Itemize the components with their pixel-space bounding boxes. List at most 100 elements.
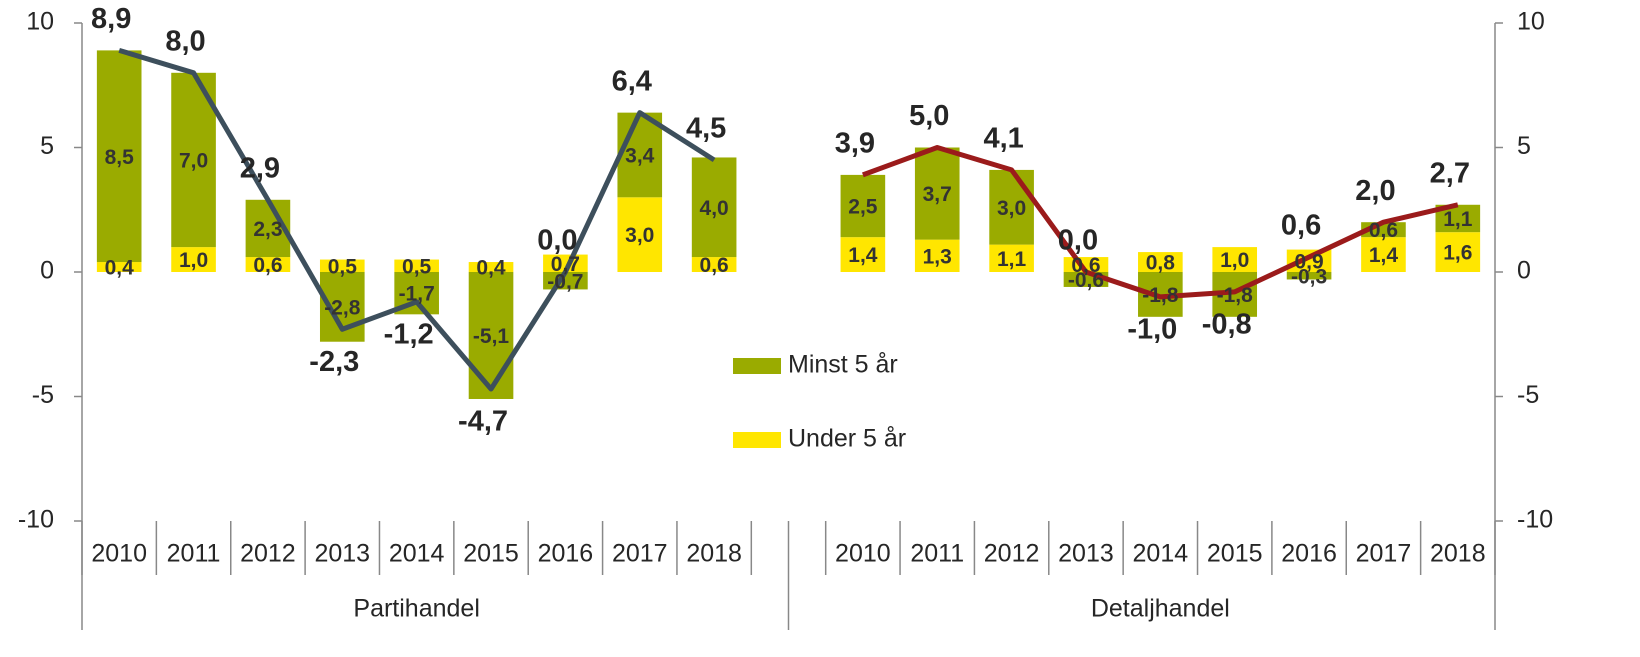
segment-label: 3,0 [997, 197, 1026, 220]
x-tick-label: 2016 [1281, 540, 1337, 568]
legend-swatch [733, 432, 781, 448]
total-label: 2,7 [1430, 157, 1470, 189]
x-tick-label: 2011 [167, 540, 221, 568]
bar-segment [1435, 232, 1481, 272]
total-label: 4,1 [983, 123, 1023, 155]
bar-segment [468, 262, 514, 272]
bar-segment [1212, 247, 1258, 272]
bar-segment [394, 259, 439, 272]
bar-segment [96, 262, 142, 272]
segment-label: 1,4 [848, 244, 878, 267]
bar-segment [617, 197, 663, 272]
total-label: 6,4 [612, 65, 652, 97]
x-tick-label: 2013 [314, 540, 370, 568]
x-tick-label: 2017 [612, 540, 668, 568]
legend-label: Under 5 år [788, 425, 906, 453]
bar-segment [543, 254, 588, 272]
bar-segment [319, 259, 365, 272]
bar-segment [1138, 252, 1183, 272]
total-label: 0,0 [537, 225, 577, 257]
segment-label: 3,0 [625, 224, 654, 247]
bar-segment [1286, 272, 1332, 280]
x-tick-label: 2011 [910, 540, 964, 568]
y-tick-label: 10 [26, 8, 54, 36]
bar-segment [840, 237, 886, 272]
bar-segment [914, 147, 960, 240]
x-tick-label: 2010 [835, 540, 891, 568]
segment-label: 8,5 [105, 146, 135, 169]
total-line [862, 145, 1459, 300]
segment-label: 1,1 [1443, 208, 1473, 231]
total-label: -2,3 [309, 346, 359, 378]
x-tick-label: 2010 [91, 540, 147, 568]
bar-segment [840, 174, 886, 238]
segment-label: 0,6 [253, 254, 282, 277]
segment-label: -0,6 [1068, 269, 1104, 292]
segment-label: -5,1 [473, 325, 510, 348]
segment-label: 0,6 [1369, 219, 1398, 242]
segment-label: 1,6 [1443, 242, 1472, 265]
x-tick-label: 2012 [984, 540, 1040, 568]
legend-swatch [733, 358, 781, 374]
segment-label: 1,0 [179, 249, 208, 272]
segment-label: 1,1 [997, 248, 1027, 271]
segment-label: -0,7 [547, 270, 583, 293]
bar-segment [691, 157, 737, 258]
total-label: -0,8 [1202, 309, 1252, 341]
total-label: 8,0 [165, 25, 205, 57]
segment-label: -1,7 [399, 283, 435, 306]
y2-tick-label: 0 [1517, 257, 1531, 285]
segment-label: 0,4 [476, 257, 506, 280]
total-label: 0,0 [1058, 225, 1098, 257]
group-label: Partihandel [353, 595, 479, 623]
y-tick-label: 5 [40, 132, 54, 160]
segment-label: 0,6 [1071, 254, 1100, 277]
total-label: -1,2 [384, 319, 434, 351]
bar-segment [468, 272, 514, 399]
x-tick-label: 2015 [1207, 540, 1263, 568]
total-label: -1,0 [1127, 314, 1177, 346]
x-tick-label: 2012 [240, 540, 296, 568]
segment-label: 0,5 [402, 255, 432, 278]
segment-label: 0,9 [1294, 250, 1323, 273]
bar-segment [171, 247, 216, 272]
y2-tick-label: 10 [1517, 8, 1545, 36]
segment-label: 3,7 [923, 183, 952, 206]
segment-label: 2,5 [848, 196, 878, 219]
y-tick-label: -10 [18, 506, 54, 534]
bar-segment [1286, 249, 1332, 272]
group-label: Detaljhandel [1091, 595, 1230, 623]
segment-label: 1,3 [923, 245, 952, 268]
x-tick-label: 2018 [686, 540, 742, 568]
bar-segment [691, 257, 737, 272]
segment-label: 0,8 [1146, 252, 1176, 275]
total-label: 3,9 [835, 128, 875, 160]
segment-label: 4,0 [700, 197, 729, 220]
x-tick-label: 2017 [1356, 540, 1412, 568]
segment-label: -1,8 [1142, 284, 1179, 307]
total-label: 2,0 [1355, 175, 1395, 207]
y2-tick-label: -5 [1517, 381, 1539, 409]
bar-segment [989, 169, 1034, 245]
y-tick-label: 0 [40, 257, 54, 285]
segment-label: -0,3 [1291, 265, 1327, 288]
segment-label: 0,5 [328, 255, 358, 278]
segment-label: 2,3 [253, 218, 282, 241]
segment-label: 7,0 [179, 149, 208, 172]
y-tick-label: -5 [32, 381, 54, 409]
x-tick-label: 2018 [1430, 540, 1486, 568]
legend-label: Minst 5 år [788, 351, 898, 379]
total-label: -4,7 [458, 406, 508, 438]
bar-segment [914, 239, 960, 272]
bar-segment [96, 50, 142, 263]
segment-label: -1,8 [1217, 284, 1254, 307]
bar-segment [617, 112, 663, 198]
total-label: 4,5 [686, 113, 726, 145]
segment-label: -2,8 [324, 296, 361, 319]
y2-tick-label: 5 [1517, 132, 1531, 160]
segment-label: 1,4 [1369, 244, 1399, 267]
segment-label: 0,6 [700, 254, 729, 277]
bar-segment [245, 257, 291, 272]
total-label: 8,9 [91, 3, 131, 35]
